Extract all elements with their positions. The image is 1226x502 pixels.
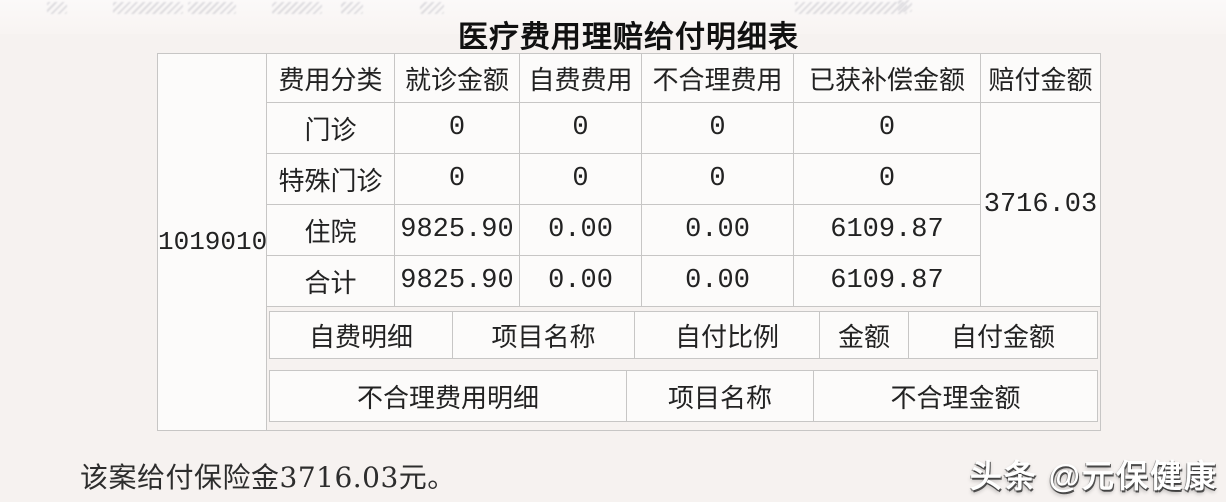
self-paid-cell: 0 [519, 102, 642, 154]
case-id-cell: 1019010 [157, 53, 267, 431]
redaction-smudge [420, 2, 444, 14]
col-header-unreasonable-amount: 不合理金额 [813, 370, 1098, 422]
redaction-smudge [47, 2, 67, 14]
category-cell: 住院 [266, 204, 395, 256]
unreasonable-cell: 0 [641, 153, 794, 205]
col-header-unreasonable-expense: 不合理费用 [641, 53, 794, 103]
col-header-self-pay-ratio: 自付比例 [634, 311, 820, 359]
self-paid-cell: 0.00 [519, 204, 642, 256]
category-cell: 特殊门诊 [266, 153, 395, 205]
unreasonable-detail-header-row: 不合理费用明细 项目名称 不合理金额 [269, 370, 1098, 422]
category-cell: 合计 [266, 255, 395, 307]
table-row-special-outpatient: 特殊门诊 0 0 0 0 [158, 153, 1101, 205]
payout-summary-text: 该案给付保险金3716.03元。 [80, 461, 456, 494]
payout-amount-cell: 3716.03 [980, 102, 1101, 307]
redaction-smudge [188, 2, 236, 14]
col-header-item-name: 项目名称 [452, 311, 635, 359]
unreasonable-cell: 0.00 [641, 255, 794, 307]
col-header-visit-amount: 就诊金额 [394, 53, 520, 103]
visit-amount-cell: 9825.90 [394, 255, 520, 307]
compensated-cell: 0 [793, 102, 981, 154]
redaction-smudge [272, 2, 322, 14]
table-row-hospitalization: 住院 9825.90 0.00 0.00 6109.87 [158, 204, 1101, 256]
col-header-item-name: 项目名称 [626, 370, 814, 422]
visit-amount-cell: 0 [394, 153, 520, 205]
unreasonable-cell: 0.00 [641, 204, 794, 256]
self-paid-cell: 0 [519, 153, 642, 205]
detail-subtables-cell: 自费明细 项目名称 自付比例 金额 自付金额 不合理费用明细 项目名称 不合理金… [266, 306, 1101, 431]
visit-amount-cell: 0 [394, 102, 520, 154]
page-title: 医疗费用理赔给付明细表 [458, 21, 799, 54]
self-paid-detail-header-row: 自费明细 项目名称 自付比例 金额 自付金额 [269, 311, 1098, 359]
toutiao-watermark: 头条 @元保健康 [969, 458, 1218, 494]
claim-detail-table: 1019010 费用分类 就诊金额 自费费用 不合理费用 已获补偿金额 赔付金额… [157, 53, 1101, 431]
col-header-compensated-amount: 已获补偿金额 [793, 53, 981, 103]
unreasonable-detail-label: 不合理费用明细 [269, 370, 627, 422]
category-cell: 门诊 [266, 102, 395, 154]
unreasonable-detail-table: 不合理费用明细 项目名称 不合理金额 [269, 370, 1098, 422]
compensated-cell: 6109.87 [793, 255, 981, 307]
redaction-smudge [341, 2, 363, 14]
redaction-smudge [898, 0, 912, 12]
table-header-row: 1019010 费用分类 就诊金额 自费费用 不合理费用 已获补偿金额 赔付金额 [157, 53, 1101, 431]
compensated-cell: 0 [793, 153, 981, 205]
redaction-smudge [795, 2, 907, 14]
col-header-expense-category: 费用分类 [266, 53, 395, 103]
self-paid-detail-table: 自费明细 项目名称 自付比例 金额 自付金额 [269, 311, 1098, 359]
visit-amount-cell: 9825.90 [394, 204, 520, 256]
unreasonable-cell: 0 [641, 102, 794, 154]
self-paid-cell: 0.00 [519, 255, 642, 307]
col-header-self-pay-amount: 自付金额 [908, 311, 1098, 359]
col-header-self-paid-expense: 自费费用 [519, 53, 642, 103]
redaction-smudge [113, 2, 183, 14]
compensated-cell: 6109.87 [793, 204, 981, 256]
detail-subtables-row: 自费明细 项目名称 自付比例 金额 自付金额 不合理费用明细 项目名称 不合理金… [158, 306, 1101, 431]
self-paid-detail-label: 自费明细 [269, 311, 453, 359]
col-header-amount: 金额 [819, 311, 909, 359]
col-header-payout-amount: 赔付金额 [980, 53, 1101, 103]
table-row-total: 合计 9825.90 0.00 0.00 6109.87 [158, 255, 1101, 307]
table-row-outpatient: 门诊 0 0 0 0 3716.03 [158, 102, 1101, 307]
